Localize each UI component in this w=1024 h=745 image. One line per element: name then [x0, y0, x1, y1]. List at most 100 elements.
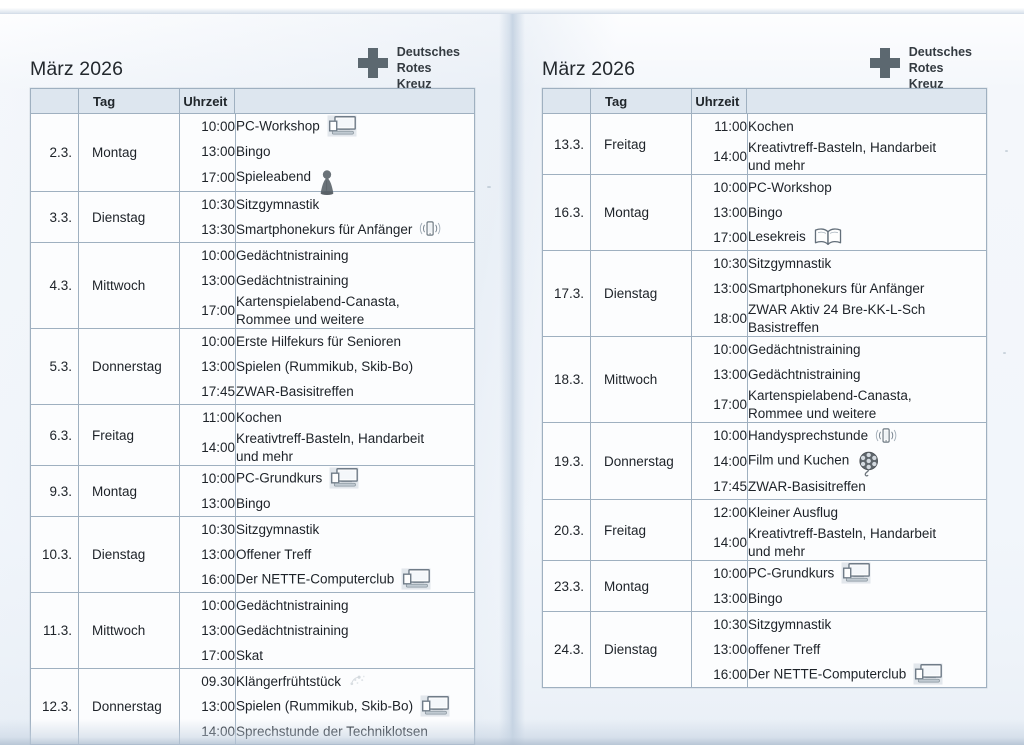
entry-activity-text: Handysprechstunde [748, 427, 869, 443]
cell-entries: 10:00 Erste Hilfekurs für Senioren 13:00 Sp… [179, 328, 475, 406]
entry-row: 10:00 Gedächtnistraining [180, 243, 474, 268]
book-icon [813, 227, 843, 246]
sparkle-icon [348, 672, 368, 689]
entry-time: 11:00 [692, 114, 748, 139]
game-pawn-icon [318, 169, 336, 196]
entry-row: 10:00 PC-Grundkurs [180, 466, 474, 492]
cell-date: 5.3. [30, 328, 79, 406]
monitor-icon [841, 562, 871, 584]
entry-activity: PC-Grundkurs [748, 561, 987, 586]
entry-row: 09.30 Klängerfrühtstück [180, 669, 475, 695]
entry-row: 10:00 PC-Workshop [180, 114, 474, 139]
entry-activity: Klängerfrühtstück [236, 669, 475, 694]
entry-row: 13:00 Bingo [692, 586, 986, 612]
table-row: 23.3. Montag 10:00 PC-Grundkurs 13:00 Bingo [542, 560, 987, 613]
entry-activity: Kreativtreff-Basteln, Handarbeit und mehr [236, 430, 475, 465]
cell-entries: 11:00 Kochen 14:00 Kreativtreff-Basteln, Ha… [691, 112, 987, 176]
entry-activity: Bingo [236, 139, 475, 164]
entry-row: 13:00 Gedächtnistraining [180, 268, 474, 293]
entry-row: 17:00 Kartenspielabend-Canasta, Rommee und… [180, 293, 474, 329]
entry-activity-text: Erste Hilfekurs für Senioren [236, 333, 402, 349]
entry-activity: Spieleabend [236, 164, 475, 196]
cell-entries: 10:00 PC-Grundkurs 13:00 Bingo [691, 560, 987, 613]
entry-activity: Spielen (Rummikub, Skib-Bo) [236, 694, 475, 719]
entry-activity-text: Gedächtnistraining [236, 247, 349, 263]
cell-date: 2.3. [30, 113, 79, 192]
cell-entries: 10:00 Handysprechstunde 14:00 Film und Kuc… [691, 422, 987, 501]
entry-row: 17:45 ZWAR-Basisitreffen [180, 379, 474, 405]
table-row: 3.3. Dienstag 10:30 Sitzgymnastik 13:30 Smart… [30, 191, 475, 243]
entry-row: 14:00 Film und Kuchen [692, 448, 986, 477]
table-row: 11.3. Mittwoch 10:00 Gedächtnistraining 13:0… [30, 592, 475, 670]
entry-activity-text: Sitzgymnastik [236, 521, 320, 537]
cell-day: Donnerstag [78, 668, 180, 745]
entry-list: 11:00 Kochen 14:00 Kreativtreff-Basteln, Ha… [692, 114, 986, 175]
entry-time: 13:30 [180, 217, 236, 242]
cell-day: Mittwoch [590, 336, 692, 424]
entry-time: 13:00 [692, 637, 748, 663]
entry-row: 16:00 Der NETTE-Computerclub [692, 662, 986, 688]
red-cross-icon [869, 48, 900, 78]
program-page-left: März 2026 Deutsches Rotes Kreuz Tag Uhrzeit 2.… [0, 0, 500, 745]
cell-entries: 10:00 PC-Workshop 13:00 Bingo 17:00 Spieleab… [179, 113, 475, 196]
entry-time: 18:00 [692, 301, 748, 337]
smartphone-icon [875, 427, 897, 444]
entry-time: 16:00 [180, 567, 236, 593]
entry-time: 14:00 [692, 525, 748, 561]
entry-row: 13:00 Bingo [180, 139, 474, 164]
entry-list: 10:00 Erste Hilfekurs für Senioren 13:00 Sp… [180, 329, 474, 405]
table-header-row: Tag Uhrzeit [30, 88, 475, 114]
entry-time: 14:00 [692, 448, 748, 475]
entry-activity-text: Spielen (Rummikub, Skib-Bo) [236, 698, 414, 714]
cell-date: 11.3. [30, 592, 79, 670]
entry-activity-text-continued: Rommee und weitere [748, 405, 877, 421]
entry-row: 17:45 ZWAR-Basisitreffen [692, 474, 986, 500]
entry-activity: ZWAR Aktiv 24 Bre-KK-L-Sch Basistreffen [748, 301, 987, 336]
entry-time: 14:00 [180, 430, 236, 466]
entry-activity: Lesekreis [748, 225, 987, 250]
entry-activity: Smartphonekurs für Anfänger [748, 276, 987, 301]
entry-activity: Sitzgymnastik [236, 192, 475, 217]
entry-row: 10:00 PC-Grundkurs [692, 561, 987, 587]
entry-list: 10:00 PC-Grundkurs 13:00 Bingo [180, 466, 474, 517]
entry-time: 13:00 [180, 694, 236, 720]
entry-time: 13:00 [180, 491, 236, 517]
column-header-activity [234, 88, 475, 114]
cell-date: 3.3. [30, 191, 79, 243]
entry-activity: Gedächtnistraining [748, 337, 987, 362]
entry-row: 11:00 Kochen [180, 405, 474, 431]
entry-activity-text: Bingo [748, 591, 783, 607]
entry-time: 10:00 [692, 337, 748, 363]
entry-activity-text: Spielen (Rummikub, Skib-Bo) [236, 358, 414, 374]
entry-activity-text-continued: Basistreffen [748, 319, 820, 335]
entry-activity: Bingo [748, 200, 987, 225]
entry-activity: Offener Treff [236, 542, 475, 567]
entry-time: 17:45 [180, 379, 236, 405]
cell-entries: 09.30 Klängerfrühtstück 13:00 Spielen (Rum… [179, 668, 475, 745]
entry-activity-text: Kreativtreff-Basteln, Handarbeit [748, 140, 937, 155]
entry-activity-text: Sitzgymnastik [236, 196, 320, 212]
entry-activity-text: offener Treff [748, 642, 821, 658]
entry-list: 10:00 PC-Workshop 13:00 Bingo 17:00 Spieleab… [180, 114, 475, 196]
entry-time: 13:00 [180, 542, 236, 568]
entry-time: 17:00 [180, 293, 236, 329]
cell-entries: 10:00 PC-Workshop 13:00 Bingo 17:00 Lesekreis [691, 174, 987, 252]
cell-entries: 11:00 Kochen 14:00 Kreativtreff-Basteln, Ha… [179, 404, 475, 467]
entry-row: 13:00 Offener Treff [180, 542, 475, 568]
entry-activity-text: Sitzgymnastik [748, 255, 832, 271]
entry-activity-text: Sprechstunde der Techniklotsen [236, 723, 428, 739]
drk-wordmark: Deutsches Rotes Kreuz [396, 45, 460, 91]
entry-activity-text: Kochen [236, 409, 282, 425]
entry-time: 17:00 [180, 643, 236, 669]
drk-logo: Deutsches Rotes Kreuz [869, 44, 972, 92]
entry-list: 11:00 Kochen 14:00 Kreativtreff-Basteln, Ha… [180, 405, 475, 466]
entry-time: 11:00 [180, 405, 236, 431]
cell-day: Mittwoch [78, 241, 180, 330]
entry-activity: Sprechstunde der Techniklotsen [236, 719, 475, 744]
column-header-date [542, 88, 591, 114]
cell-date: 10.3. [30, 516, 79, 594]
entry-list: 10:00 Gedächtnistraining 13:00 Gedächtnistr… [180, 593, 474, 669]
entry-list: 10:00 Gedächtnistraining 13:00 Gedächtnistr… [180, 243, 474, 329]
entry-time: 13:00 [180, 139, 236, 164]
